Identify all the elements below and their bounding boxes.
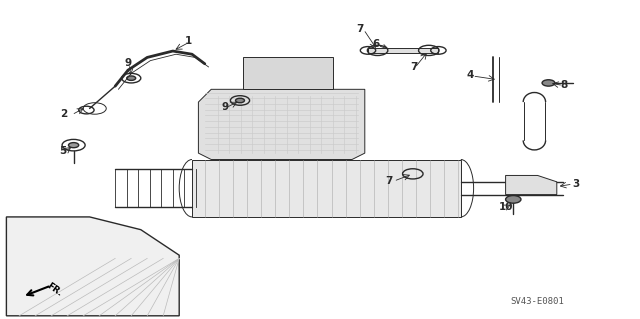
Polygon shape	[6, 217, 179, 316]
Circle shape	[542, 80, 555, 86]
Text: 8: 8	[561, 79, 568, 90]
Circle shape	[236, 98, 244, 103]
Polygon shape	[506, 175, 557, 195]
Text: 7: 7	[385, 176, 393, 186]
Polygon shape	[243, 57, 333, 89]
Text: FR.: FR.	[45, 281, 63, 298]
Text: 5: 5	[59, 145, 67, 156]
Text: 9: 9	[124, 58, 132, 68]
Text: 6: 6	[372, 39, 380, 49]
Text: 3: 3	[572, 179, 580, 189]
Circle shape	[127, 76, 136, 80]
Polygon shape	[368, 48, 438, 53]
Text: 9: 9	[221, 102, 229, 112]
Text: 7: 7	[356, 24, 364, 34]
Text: 7: 7	[410, 62, 418, 72]
Text: 2: 2	[60, 109, 68, 119]
Text: 4: 4	[467, 70, 474, 80]
Text: SV43-E0801: SV43-E0801	[511, 297, 564, 306]
Circle shape	[506, 196, 521, 203]
Text: 10: 10	[499, 202, 513, 212]
Polygon shape	[198, 89, 365, 160]
Circle shape	[68, 143, 79, 148]
Text: 1: 1	[185, 36, 193, 47]
Polygon shape	[192, 160, 461, 217]
